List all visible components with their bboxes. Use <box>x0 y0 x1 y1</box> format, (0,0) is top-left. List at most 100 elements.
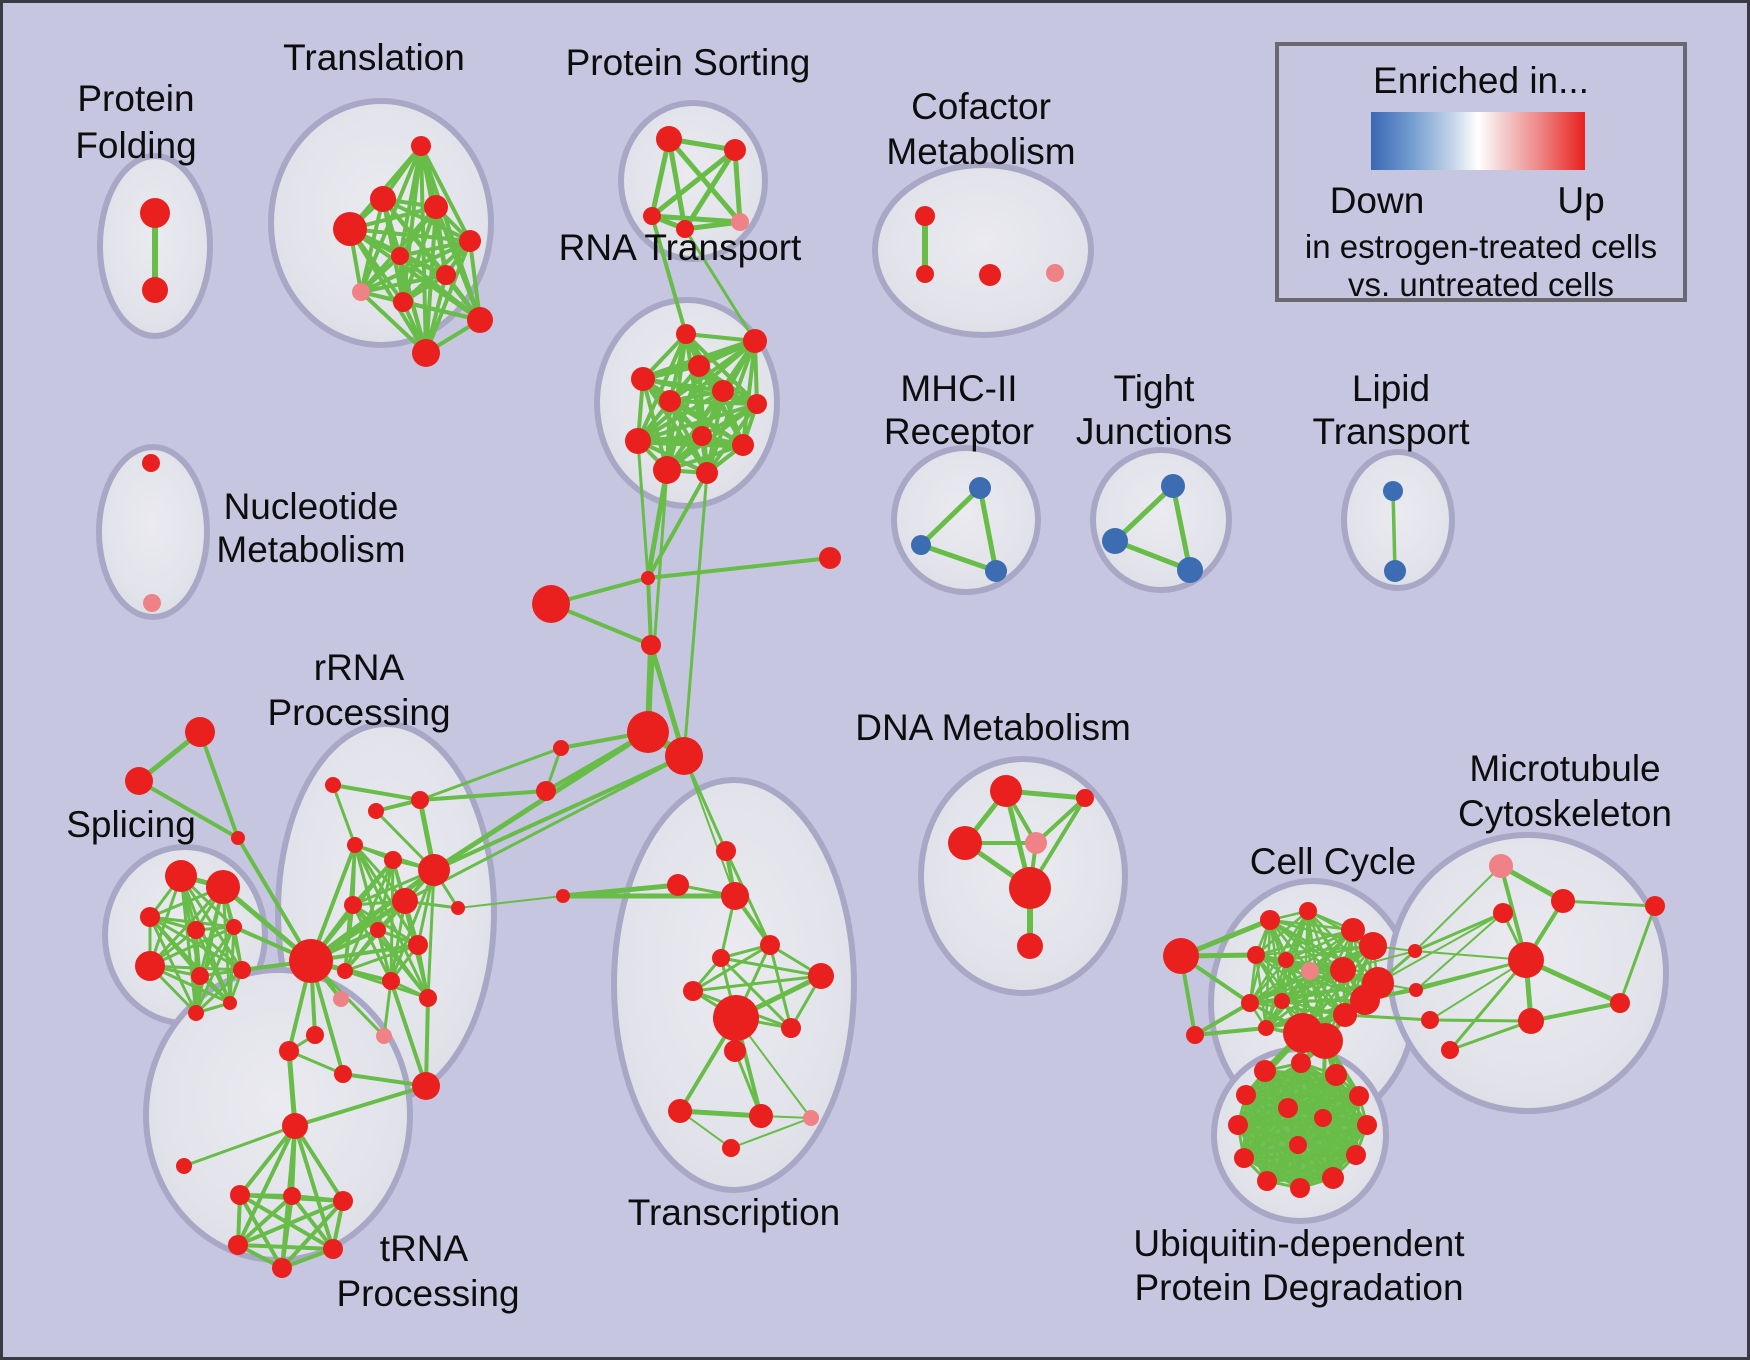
edge-tc5-tc9 <box>719 956 793 1030</box>
node-rr11 <box>408 935 428 955</box>
cluster-tight-junctions <box>1090 447 1232 593</box>
node-nm1 <box>142 454 160 472</box>
node-t5 <box>323 1239 343 1259</box>
node-ps5 <box>731 213 749 231</box>
node-u8 <box>1290 1178 1310 1198</box>
legend-box: Enriched in... Down Up in estrogen-treat… <box>1275 42 1687 303</box>
legend-subtitle-line1: in estrogen-treated cells <box>1304 228 1658 265</box>
node-tc14 <box>722 1139 740 1157</box>
node-sp8 <box>233 961 251 979</box>
edge-cc7-cc11 <box>1248 969 1312 1005</box>
node-c2 <box>536 781 556 801</box>
node-u13 <box>1278 1098 1298 1118</box>
node-sp3 <box>140 907 160 927</box>
node-cb2 <box>1409 983 1423 997</box>
node-sp6 <box>135 951 165 981</box>
node-u2 <box>1291 1053 1311 1073</box>
edge-u11-u15 <box>1236 1123 1300 1147</box>
edge-cb2-mt2 <box>1415 912 1504 991</box>
node-cc14 <box>1258 1020 1274 1036</box>
edge-tj1-tj2 <box>1112 483 1176 544</box>
cluster-label-nucleotide-metabolism-line1: Nucleotide <box>224 486 399 527</box>
legend-down-label: Down <box>1329 180 1425 221</box>
edge-cc9-mt2 <box>1377 912 1504 984</box>
node-u3 <box>1325 1064 1347 1086</box>
edge-tr4-tr11 <box>348 227 428 355</box>
edge-rr9-rr13 <box>351 903 393 983</box>
node-rr3 <box>411 791 429 809</box>
edge-ccs-cc14 <box>1193 1026 1268 1037</box>
edge-rt12-bs <box>646 471 709 580</box>
edge-ps2-ps3 <box>649 147 738 219</box>
cluster-label-cofactor-metabolism-line2: Metabolism <box>886 131 1075 172</box>
node-dn1 <box>990 775 1022 807</box>
node-tc0 <box>716 841 736 861</box>
edge-rr10-rr12 <box>343 928 380 973</box>
edge-tj2-tj3 <box>1112 538 1193 573</box>
node-cc2 <box>1299 902 1317 920</box>
node-rt8 <box>625 428 651 454</box>
node-cm4 <box>1046 264 1064 282</box>
cluster-label-tight-junctions-line1: Tight <box>1114 368 1196 409</box>
node-tc9 <box>781 1018 801 1038</box>
node-lt2 <box>1384 560 1406 582</box>
edge-mh2-mh3 <box>918 542 999 574</box>
node-ti <box>176 1158 192 1174</box>
edge-u2-u12 <box>1244 1061 1303 1097</box>
node-rr7 <box>392 888 418 914</box>
node-mt5 <box>1518 1008 1544 1034</box>
edge-rt7-rt12 <box>705 402 759 475</box>
cluster-label-splicing: Splicing <box>66 804 196 845</box>
node-rr15 <box>306 1026 324 1044</box>
node-tr4 <box>333 212 367 246</box>
cluster-label-trna-processing-line1: tRNA <box>380 1228 469 1269</box>
edge-cc3-cc6 <box>1284 928 1355 962</box>
node-rr2 <box>368 803 384 819</box>
node-rt12 <box>696 462 718 484</box>
edge-rr1-rr3 <box>331 783 422 802</box>
edge-sp5-sp6 <box>148 925 236 968</box>
node-mt3 <box>1508 942 1544 978</box>
node-cc3 <box>1341 918 1365 942</box>
node-rt1 <box>676 324 696 344</box>
edge-u8-u11 <box>1236 1123 1302 1190</box>
edge-tr3-tr10 <box>434 205 482 322</box>
edge-cb3-mt5 <box>1428 1018 1533 1023</box>
node-u12 <box>1236 1085 1256 1105</box>
edge-mt3-mt7 <box>1448 958 1528 1052</box>
node-sn <box>231 831 245 845</box>
node-dn3 <box>1076 789 1094 807</box>
node-sp4 <box>187 921 205 939</box>
node-tr3 <box>424 195 448 219</box>
node-tc8 <box>713 995 759 1041</box>
node-tc5 <box>712 949 730 967</box>
cluster-label-microtubule-cytoskeleton-line2: Cytoskeleton <box>1458 793 1672 834</box>
node-rr5 <box>384 851 402 869</box>
edge-t2-t5 <box>290 1194 335 1251</box>
edge-rt8-bs <box>636 439 650 580</box>
edge-rr1-rr4 <box>331 783 357 847</box>
cluster-label-protein-sorting: Protein Sorting <box>566 42 811 83</box>
edge-tc11-tc12 <box>677 1108 764 1119</box>
edge-th-t5 <box>293 1124 335 1251</box>
node-tc6 <box>808 963 834 989</box>
edge-th-t4 <box>236 1124 297 1247</box>
edge-rt2-rt10 <box>741 339 757 447</box>
cluster-label-ubiquitin-degradation-line1: Ubiquitin-dependent <box>1133 1223 1465 1264</box>
node-cc1 <box>1260 910 1280 930</box>
node-tr10 <box>467 307 493 333</box>
edge-rt8-rt10 <box>634 437 747 449</box>
node-tc12 <box>749 1104 773 1128</box>
edge-rr13-rr18 <box>389 979 428 1088</box>
edge-rt6-rt12 <box>705 389 725 475</box>
node-pf1 <box>140 198 170 228</box>
node-rr8 <box>289 939 333 983</box>
edge-ps4-ps5 <box>682 219 743 232</box>
legend-title: Enriched in... <box>1373 60 1589 101</box>
edge-u8-u12 <box>1244 1093 1302 1190</box>
edge-rt1-rt8 <box>636 332 688 443</box>
cluster-label-nucleotide-metabolism-line2: Metabolism <box>216 529 405 570</box>
node-mh1 <box>969 477 991 499</box>
node-rr13 <box>382 972 400 990</box>
edge-ta2-sn <box>137 779 240 840</box>
